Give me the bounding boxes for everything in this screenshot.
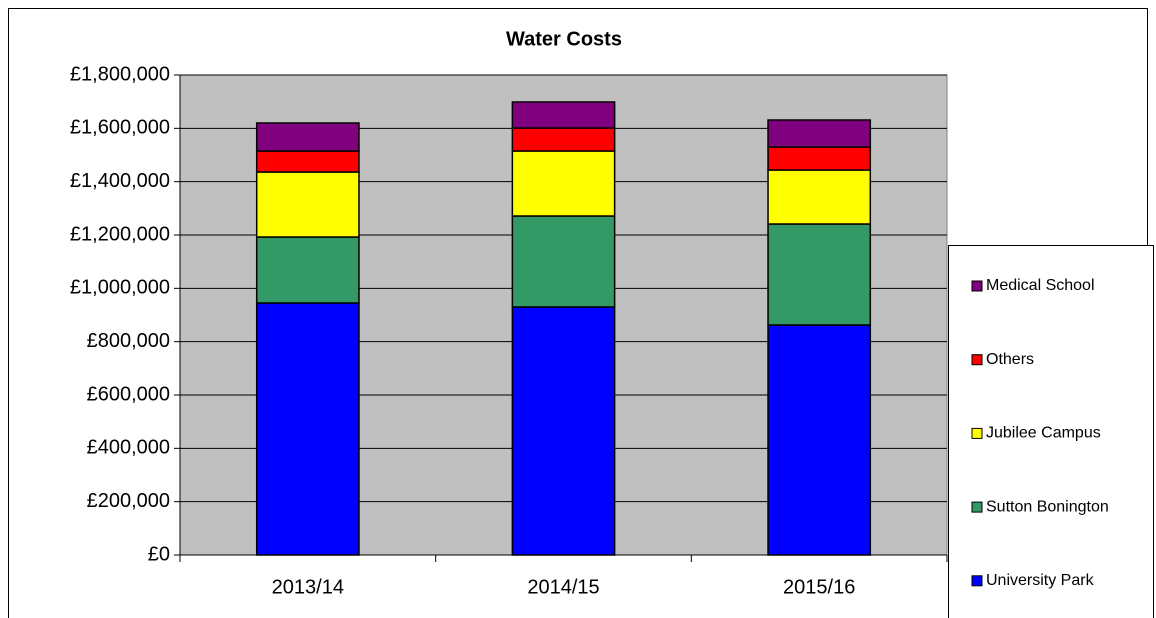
y-tick-label: £1,200,000 xyxy=(70,223,170,245)
y-tick-label: £600,000 xyxy=(87,383,170,405)
bar-segment xyxy=(255,171,360,238)
legend-label: University Park xyxy=(986,572,1095,589)
y-tick-label: £1,800,000 xyxy=(70,63,170,85)
x-tick-label: 2013/14 xyxy=(272,576,344,598)
legend-swatch xyxy=(971,575,983,587)
legend-swatch xyxy=(971,501,983,513)
y-tick-label: £1,400,000 xyxy=(70,170,170,192)
bar-segment xyxy=(255,236,360,304)
y-tick-label: £200,000 xyxy=(87,490,170,512)
legend-swatch xyxy=(971,427,983,439)
bar-segment xyxy=(511,150,616,217)
bar-segment xyxy=(511,101,616,129)
legend-box xyxy=(948,245,1154,618)
y-tick-label: £1,600,000 xyxy=(70,117,170,139)
x-tick-label: 2014/15 xyxy=(527,576,599,598)
legend-label: Jubilee Campus xyxy=(986,425,1101,442)
bar-segment xyxy=(767,223,872,326)
x-tick-label: 2015/16 xyxy=(783,576,855,598)
bar-segment xyxy=(511,215,616,308)
y-tick-label: £800,000 xyxy=(87,330,170,352)
bar-segment xyxy=(767,146,872,171)
bar-segment xyxy=(767,324,872,556)
bar-segment xyxy=(767,119,872,148)
y-tick-label: £1,000,000 xyxy=(70,277,170,299)
bar-segment xyxy=(255,122,360,152)
legend-label: Medical School xyxy=(986,277,1095,294)
y-tick-label: £0 xyxy=(148,543,170,565)
chart-title: Water Costs xyxy=(506,28,622,50)
bar-segment xyxy=(511,127,616,152)
bar-segment xyxy=(255,302,360,556)
legend-label: Sutton Bonington xyxy=(986,498,1109,515)
bar-segment xyxy=(255,150,360,173)
bar-segment xyxy=(767,169,872,225)
legend-swatch xyxy=(971,280,983,292)
y-tick-label: £400,000 xyxy=(87,437,170,459)
bar-segment xyxy=(511,306,616,556)
legend-label: Others xyxy=(986,351,1034,368)
legend-swatch xyxy=(971,354,983,366)
